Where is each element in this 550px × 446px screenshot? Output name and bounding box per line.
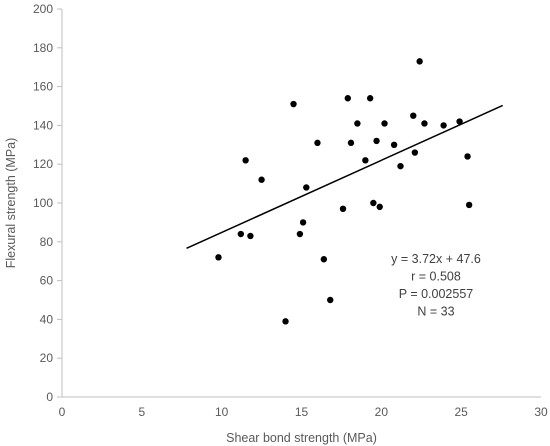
data-points: [215, 58, 473, 325]
data-point: [327, 296, 334, 304]
y-tick-label: 80: [40, 235, 54, 249]
y-tick-label: 60: [40, 274, 54, 288]
data-point: [299, 219, 307, 226]
data-point: [416, 58, 423, 65]
x-tick-label: 30: [534, 405, 548, 419]
x-tick-label: 10: [215, 405, 229, 419]
data-point: [242, 157, 249, 164]
x-tick-label: 25: [454, 405, 468, 419]
x-tick-label: 5: [138, 405, 145, 419]
data-point: [373, 137, 380, 145]
y-tick-label: 100: [33, 196, 53, 210]
data-point: [397, 162, 404, 170]
data-point: [464, 153, 471, 160]
x-tick-label: 20: [375, 405, 389, 419]
data-point: [354, 120, 361, 127]
data-point: [237, 230, 245, 238]
data-point: [421, 120, 428, 127]
y-tick-label: 120: [33, 157, 53, 171]
x-tick-label: 15: [295, 405, 309, 419]
stats-line: P = 0.002557: [399, 287, 474, 301]
data-point: [215, 254, 222, 261]
data-point: [347, 139, 355, 147]
data-point: [465, 201, 473, 209]
data-point: [456, 118, 463, 125]
data-point: [303, 184, 310, 191]
data-point: [410, 112, 417, 119]
data-point: [296, 230, 304, 238]
x-tick-labels: 0 5 10 15 20 25 30: [59, 405, 548, 419]
stats-line: y = 3.72x + 47.6: [391, 252, 481, 266]
data-point: [381, 120, 388, 127]
x-tick-label: 0: [59, 405, 66, 419]
data-point: [366, 95, 374, 102]
x-axis-title: Shear bond strength (MPa): [226, 431, 377, 445]
y-tick-label: 180: [33, 41, 53, 55]
data-point: [247, 232, 254, 240]
y-tick-label: 40: [40, 312, 54, 326]
y-axis-title: Flexural strength (MPa): [4, 138, 18, 269]
data-point: [362, 157, 369, 164]
data-point: [376, 203, 383, 211]
data-point: [390, 141, 398, 148]
data-point: [320, 256, 328, 263]
y-tick-label: 140: [33, 118, 53, 132]
data-point: [258, 176, 265, 183]
stats-line: N = 33: [417, 305, 454, 319]
y-tick-label: 200: [33, 2, 53, 16]
trendline: [186, 104, 503, 250]
data-point: [440, 122, 447, 129]
y-tick-label: 160: [33, 80, 53, 94]
y-tick-label: 0: [46, 390, 53, 404]
data-point: [314, 139, 321, 147]
data-point: [339, 205, 347, 213]
y-tick-labels: 0 20 40 60 80 100 120 140 160 180 200: [33, 2, 62, 404]
data-point: [411, 149, 419, 156]
y-tick-label: 20: [40, 351, 54, 365]
data-point: [282, 318, 289, 325]
data-point: [290, 100, 297, 108]
stats-line: r = 0.508: [411, 270, 461, 284]
data-point: [344, 95, 352, 102]
data-point: [370, 199, 377, 207]
stats-annotation: y = 3.72x + 47.6 r = 0.508 P = 0.002557 N =…: [391, 252, 481, 319]
